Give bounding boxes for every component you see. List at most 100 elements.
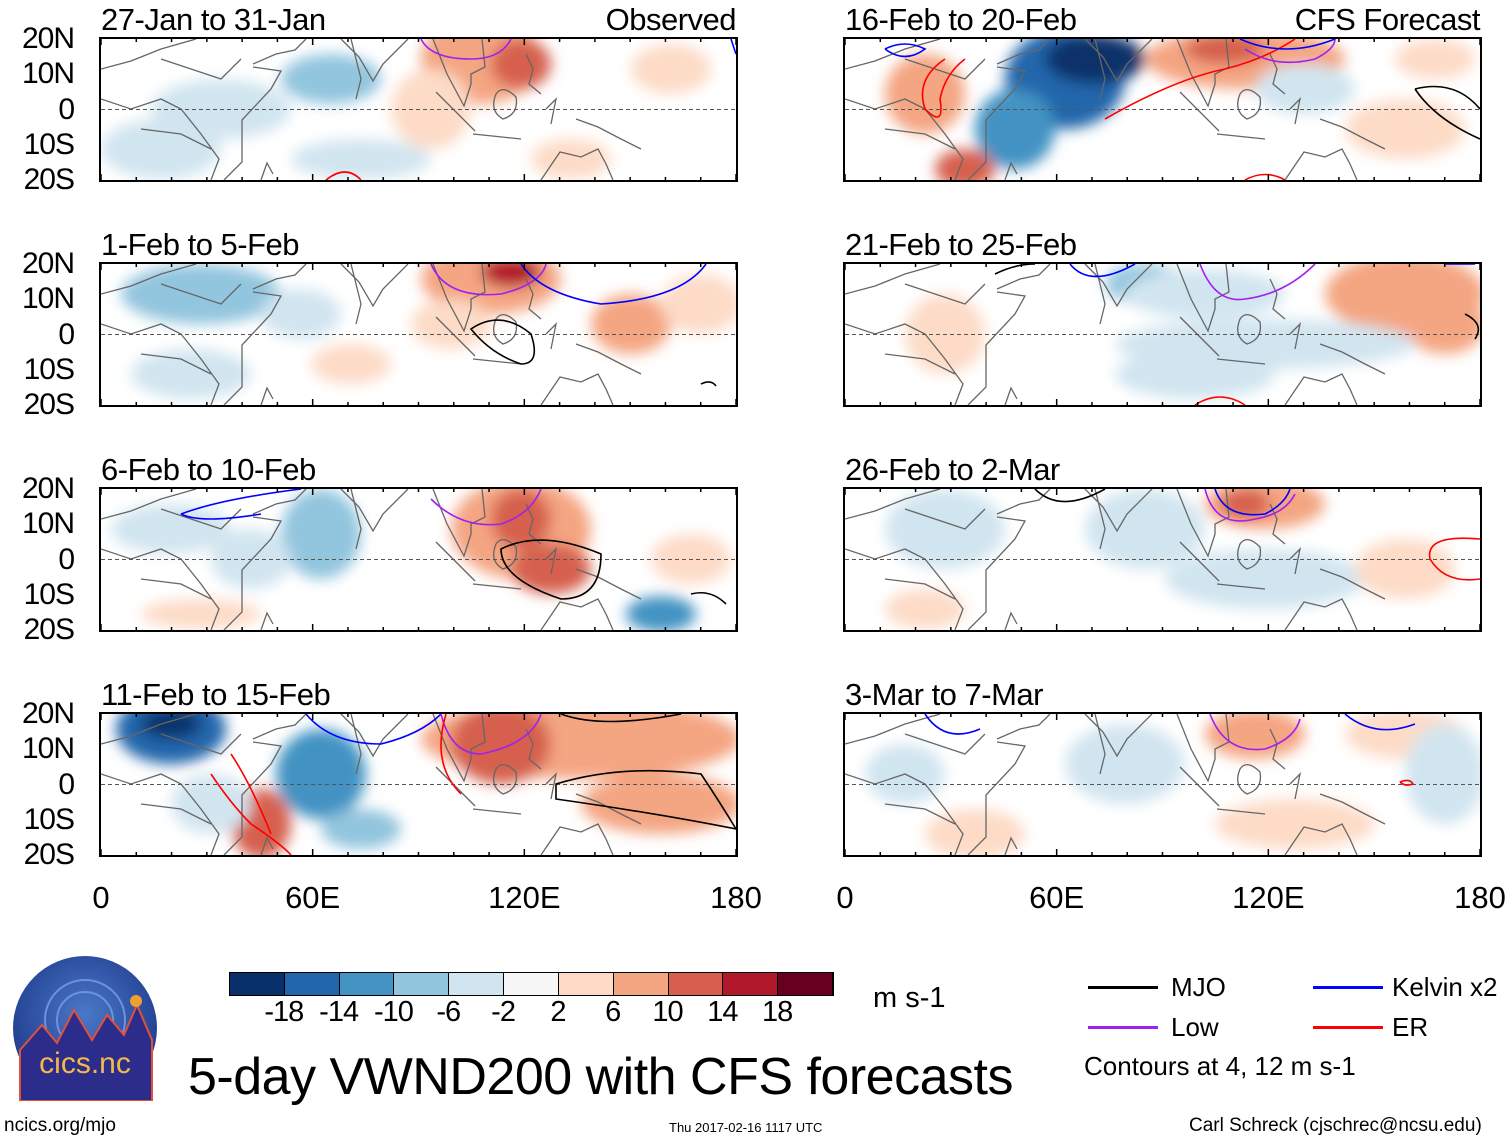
colorbar-swatch (449, 973, 505, 995)
anomaly-patch (511, 544, 591, 594)
colorbar-tick-label: -2 (491, 996, 516, 1028)
lat-label: 20N (21, 22, 75, 55)
anomaly-patch (491, 489, 551, 549)
colorbar-swatch (778, 973, 833, 995)
legend-line-er (1313, 1026, 1383, 1029)
lat-label: 10S (23, 127, 75, 161)
axis-ticks (101, 39, 736, 180)
anomaly-patch (631, 44, 711, 94)
lat-label: 10N (21, 507, 75, 541)
panel-source-tag: Observed (605, 2, 737, 37)
panel-title: 1-Feb to 5-Feb (101, 227, 300, 262)
anomaly-patch (491, 39, 551, 89)
lon-label: 120E (1232, 880, 1305, 915)
axis-ticks (101, 489, 736, 630)
lat-label: 20N (21, 697, 75, 730)
colorbar-tick-label: 6 (605, 996, 621, 1028)
lon-label: 180 (710, 880, 762, 915)
contour (180, 489, 302, 515)
footer-timestamp: Thu 2017-02-16 1117 UTC (669, 1120, 823, 1135)
coastlines (101, 39, 642, 180)
footer-author: Carl Schreck (cjschrec@ncsu.edu) (1189, 1115, 1482, 1136)
contour (730, 39, 736, 55)
contour (469, 319, 536, 365)
anomaly-patch (321, 809, 401, 849)
contour (924, 714, 981, 735)
contour (305, 714, 442, 745)
anomaly-patch (291, 139, 431, 179)
colorbar-swatch (613, 973, 669, 995)
wave-contours (325, 39, 736, 180)
legend-line-kelvin (1313, 986, 1383, 989)
anomaly-patch (111, 504, 231, 554)
lat-label: 10N (21, 732, 75, 766)
contour-note: Contours at 4, 12 m s-1 (1084, 1051, 1356, 1081)
contour (180, 513, 262, 520)
anomaly-patch (1220, 489, 1270, 519)
anomaly-patch (1405, 294, 1480, 354)
wind-anomaly-shading (116, 714, 736, 855)
colorbar (229, 972, 834, 996)
anomaly-patch (1085, 489, 1205, 569)
anomaly-patch (121, 264, 281, 324)
wave-contours (884, 39, 1480, 180)
contour (884, 43, 927, 58)
contour (1104, 39, 1296, 120)
lat-label: 0 (58, 92, 75, 126)
contour (1194, 396, 1246, 405)
contour (1209, 714, 1301, 751)
contour (1069, 264, 1136, 278)
axis-ticks (845, 489, 1480, 630)
lat-label: 0 (58, 767, 75, 801)
colorbar-tick-label: 18 (762, 996, 793, 1028)
anomaly-patch (885, 589, 965, 629)
axis-ticks (845, 39, 1480, 180)
anomaly-patch (591, 294, 671, 354)
anomaly-patch (261, 289, 341, 339)
contour (430, 264, 547, 296)
contour (921, 58, 966, 118)
panel-title: 26-Feb to 2-Mar (845, 452, 1060, 487)
colorbar-swatch (668, 973, 724, 995)
anomaly-patch (131, 349, 251, 399)
colorbar-swatch (339, 973, 395, 995)
anomaly-patch (1185, 39, 1265, 64)
lat-label: 10S (23, 577, 75, 611)
anomaly-patch (1395, 39, 1475, 79)
contour (1034, 489, 1106, 503)
colorbar-tick-label: 14 (707, 996, 738, 1028)
wave-contours (180, 489, 727, 605)
anomaly-patch (1045, 39, 1145, 84)
contour (1414, 88, 1480, 140)
coastlines (101, 714, 642, 855)
axis-ticks (101, 264, 736, 405)
wave-contours (430, 264, 717, 387)
panel-title: 21-Feb to 25-Feb (845, 227, 1077, 262)
contour (690, 591, 727, 605)
wave-contours (924, 714, 1416, 786)
anomaly-patch (626, 596, 696, 630)
contour (560, 714, 682, 723)
axis-ticks (845, 264, 1480, 405)
anomaly-patch (1345, 99, 1465, 159)
wind-anomaly-shading (905, 264, 1480, 399)
map-panel (843, 712, 1482, 857)
contour (700, 381, 717, 387)
anomaly-patch (1215, 799, 1375, 849)
panel-title: 11-Feb to 15-Feb (101, 677, 331, 712)
anomaly-patch (1065, 724, 1185, 804)
wave-contours (210, 714, 736, 855)
lat-label: 20S (23, 163, 75, 196)
anomaly-patch (411, 299, 491, 349)
contour (440, 714, 462, 795)
footer-url[interactable]: ncics.org/mjo (4, 1115, 116, 1136)
colorbar-units: m s-1 (873, 982, 946, 1014)
contour (1199, 264, 1316, 301)
anomaly-patch (171, 774, 251, 834)
panel-title: 27-Jan to 31-Jan (101, 2, 326, 37)
lon-label: 0 (836, 880, 854, 915)
anomaly-patch (1125, 269, 1285, 319)
anomaly-patch (311, 344, 391, 384)
wind-anomaly-shading (111, 489, 731, 630)
contour (1244, 39, 1336, 64)
